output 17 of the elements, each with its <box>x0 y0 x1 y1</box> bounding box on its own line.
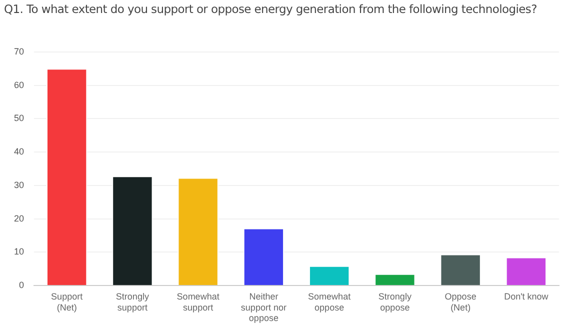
x-tick-label: Oppose (Net) <box>444 291 476 312</box>
y-tick-label: 40 <box>14 146 24 157</box>
x-tick-label: Strongly oppose <box>378 291 412 312</box>
y-tick-label: 30 <box>14 180 24 190</box>
x-tick-label: Strongly support <box>116 291 150 312</box>
y-tick-label: 20 <box>14 213 24 224</box>
x-tick-label: Neither support nor oppose <box>240 291 286 324</box>
y-tick-label: 70 <box>14 46 24 56</box>
x-tick-label: Don't know <box>504 291 549 302</box>
x-tick-label: Support (Net) <box>51 291 84 312</box>
chart-title: Q1. To what extent do you support or oppose energy generation from the following technologies? <box>4 2 537 16</box>
x-tick-label: Somewhat oppose <box>308 291 352 312</box>
y-tick-label: 0 <box>18 280 24 290</box>
y-tick-label: 10 <box>14 246 24 257</box>
y-tick-label: 50 <box>14 113 24 124</box>
x-tick-label: Somewhat support <box>176 291 220 312</box>
y-tick-label: 60 <box>14 80 24 90</box>
